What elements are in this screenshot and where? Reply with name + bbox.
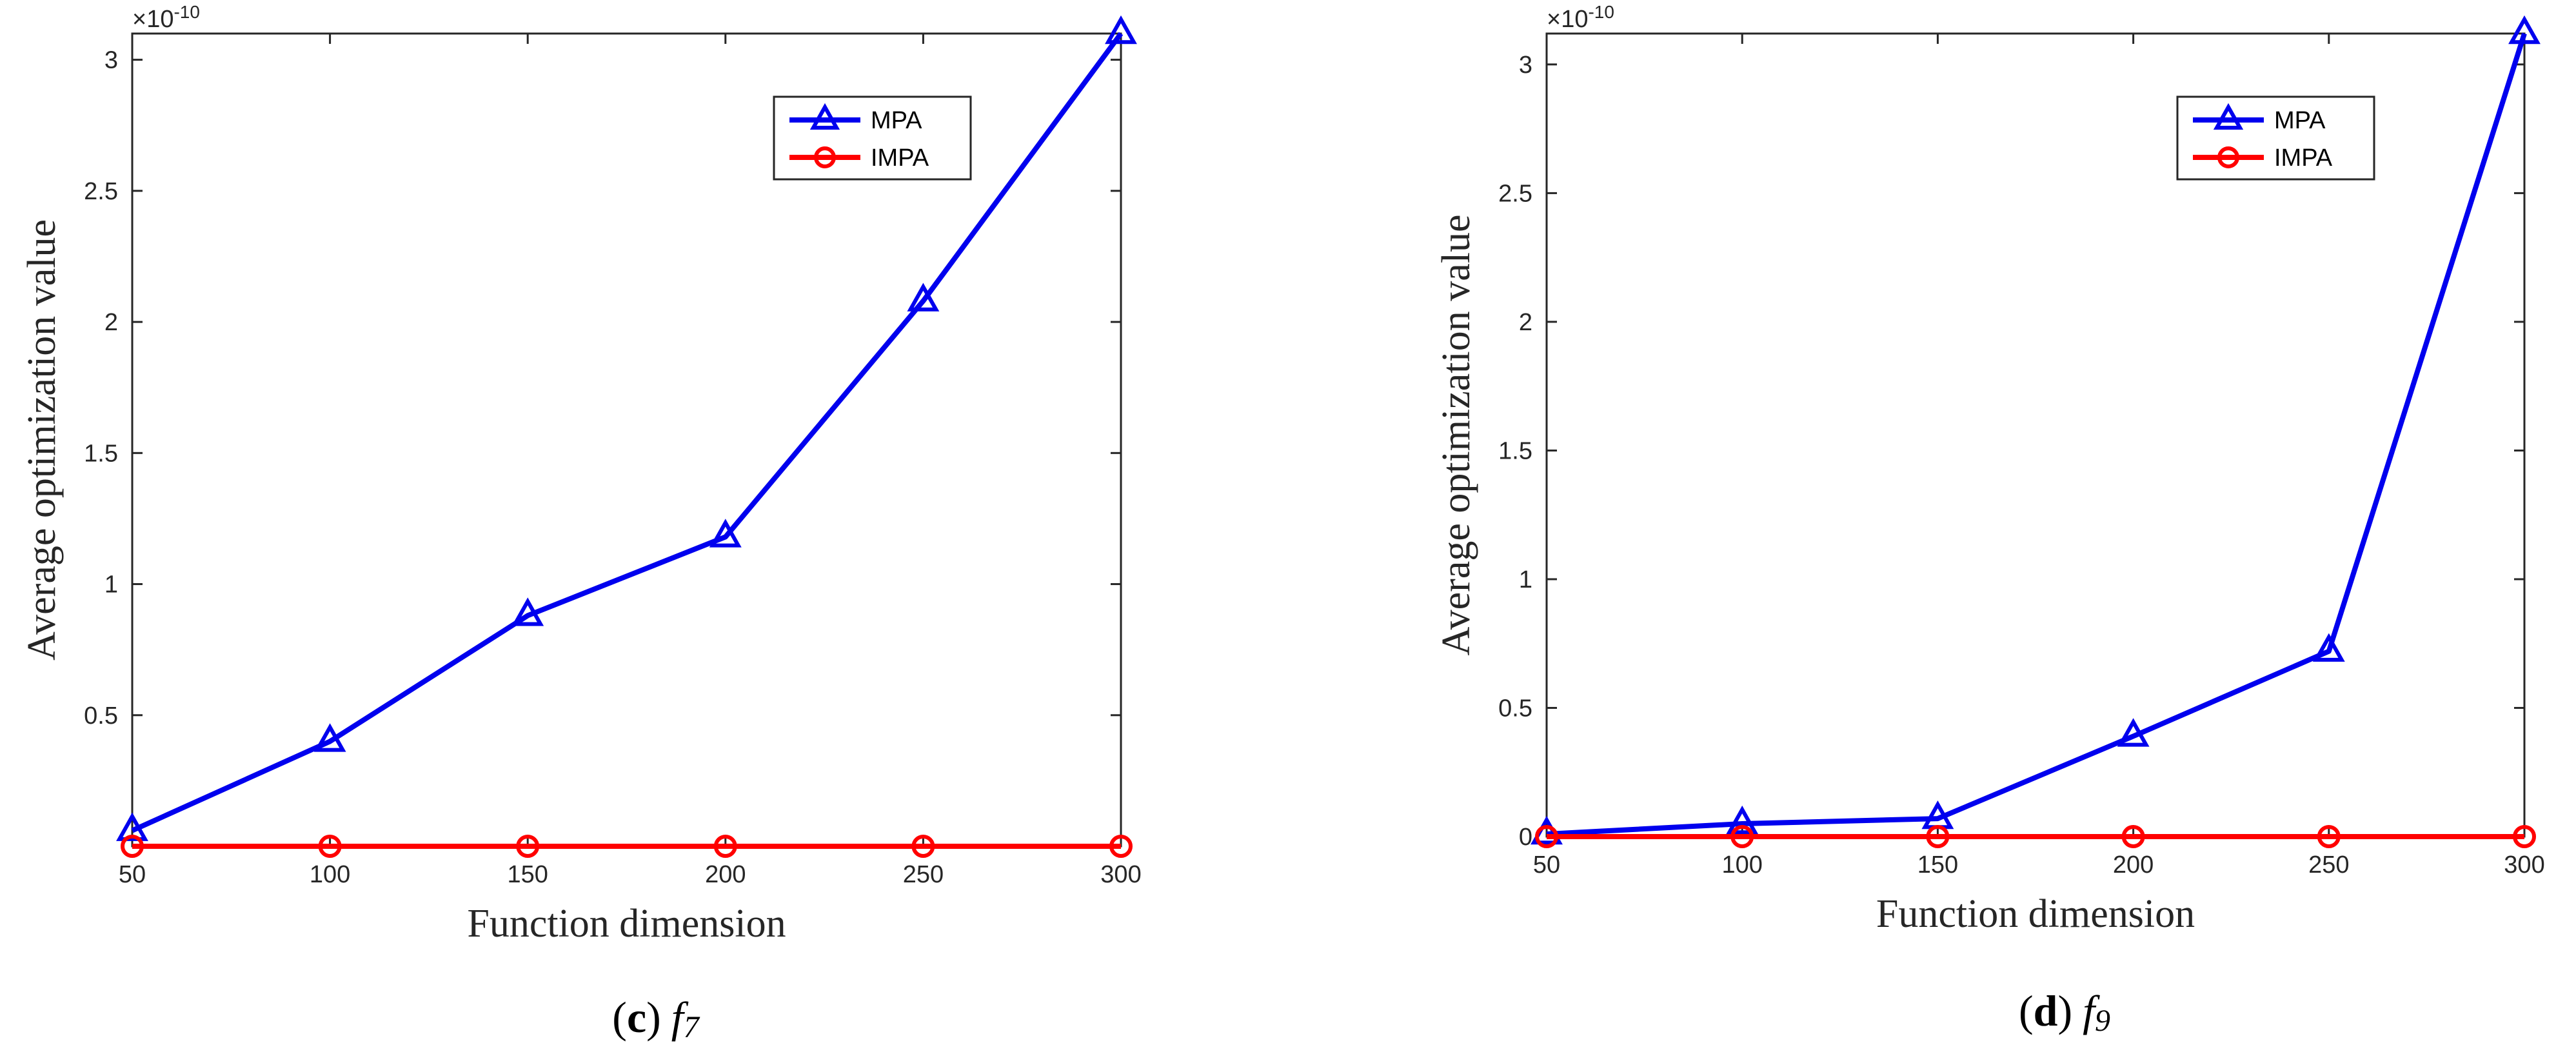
- legend-marker-mpa: [2213, 103, 2244, 130]
- x-tick-label: 50: [1533, 851, 1560, 879]
- x-tick-label: 300: [2504, 851, 2544, 879]
- point-impa: [1730, 825, 1754, 848]
- point-mpa: [511, 597, 544, 626]
- x-tick-label: 150: [507, 861, 548, 888]
- x-axis-d: 50 100 150 200 250 300: [1533, 34, 2545, 879]
- x-tick-label: 200: [2113, 851, 2154, 879]
- legend-label-mpa: MPA: [2274, 107, 2326, 134]
- y-tick-label: 2.5: [84, 178, 118, 205]
- point-mpa: [2117, 718, 2150, 747]
- point-mpa: [709, 519, 742, 548]
- point-impa: [318, 835, 342, 858]
- y-axis-d: 0 0.5 1 1.5 2 2.5 3: [1498, 52, 2524, 851]
- y-tick-label: 2.5: [1498, 180, 1532, 207]
- x-axis-c: 50 100 150 200 250 300: [119, 34, 1142, 888]
- series-line-mpa: [131, 32, 1124, 833]
- chart-panel-d: 0 0.5 1 1.5 2 2.5 3 50 100 150 200 250 300 ×10-10 A…: [1434, 2, 2545, 1038]
- x-tick-label: 100: [1721, 851, 1762, 879]
- chart-panel-c: 0.5 1 1.5 2 2.5 3 50 100 150 200 250 300 ×10-10 Av…: [20, 2, 1142, 1044]
- caption-d: (d) f9: [2019, 986, 2110, 1038]
- x-tick-label: 250: [903, 861, 944, 888]
- point-mpa: [313, 723, 346, 752]
- caption-c: (c) f7: [612, 993, 700, 1044]
- point-impa: [1109, 835, 1133, 858]
- x-tick-label: 300: [1100, 861, 1141, 888]
- point-mpa: [116, 812, 148, 841]
- y-tick-label: 3: [1519, 52, 1532, 79]
- y-tick-label: 1.5: [1498, 437, 1532, 464]
- legend-box: [773, 95, 972, 181]
- point-impa: [516, 835, 540, 858]
- plot-area-d: [1545, 32, 2526, 838]
- y-tick-label: 0.5: [1498, 695, 1532, 722]
- y-tick-label: 2: [1519, 309, 1532, 336]
- point-impa: [2513, 825, 2536, 848]
- y-axis-title-c: Average optimization value: [20, 219, 64, 661]
- y-tick-label: 1: [104, 571, 118, 599]
- y-tick-label: 2: [104, 309, 118, 336]
- y-tick-label: 1.5: [84, 440, 118, 467]
- legend-marker-impa: [814, 146, 836, 168]
- point-mpa: [2312, 633, 2345, 662]
- legend-marker-mpa: [809, 103, 840, 130]
- x-tick-label: 100: [310, 861, 350, 888]
- point-impa: [1926, 825, 1950, 848]
- y-tick-label: 0.5: [84, 702, 118, 730]
- y-tick-label: 0: [1519, 824, 1532, 851]
- legend-box: [2176, 95, 2375, 181]
- x-tick-label: 250: [2308, 851, 2349, 879]
- y-tick-label: 3: [104, 47, 118, 74]
- legend-label-mpa: MPA: [871, 107, 922, 134]
- series-group-c: [116, 15, 1137, 858]
- point-mpa: [1105, 15, 1137, 45]
- y-axis-title-d: Average optimization value: [1434, 214, 1478, 655]
- point-impa: [1535, 825, 1558, 848]
- x-axis-title-c: Function dimension: [467, 902, 786, 946]
- y-tick-label: 1: [1519, 566, 1532, 593]
- exponent-label-c: ×10-10: [132, 2, 200, 33]
- plot-area-c: [131, 32, 1122, 848]
- series-group-d: [1531, 15, 2541, 848]
- x-tick-label: 150: [1917, 851, 1958, 879]
- series-line-mpa: [1546, 32, 2527, 837]
- point-impa: [2317, 825, 2341, 848]
- point-mpa: [907, 283, 940, 312]
- legend-label-impa: IMPA: [871, 144, 929, 172]
- x-tick-label: 200: [705, 861, 746, 888]
- x-axis-title-d: Function dimension: [1876, 892, 2195, 936]
- legend-d: MPA IMPA: [2176, 95, 2375, 181]
- legend-label-impa: IMPA: [2274, 144, 2333, 172]
- legend-c: MPA IMPA: [773, 95, 972, 181]
- point-impa: [121, 835, 144, 858]
- point-impa: [911, 835, 935, 858]
- y-axis-c: 0.5 1 1.5 2 2.5 3: [84, 47, 1121, 730]
- point-impa: [713, 835, 737, 858]
- point-impa: [2121, 825, 2145, 848]
- point-mpa: [2508, 15, 2541, 45]
- x-tick-label: 50: [119, 861, 146, 888]
- point-mpa: [1726, 805, 1759, 835]
- legend-marker-impa: [2217, 146, 2239, 168]
- exponent-label-d: ×10-10: [1547, 2, 1614, 33]
